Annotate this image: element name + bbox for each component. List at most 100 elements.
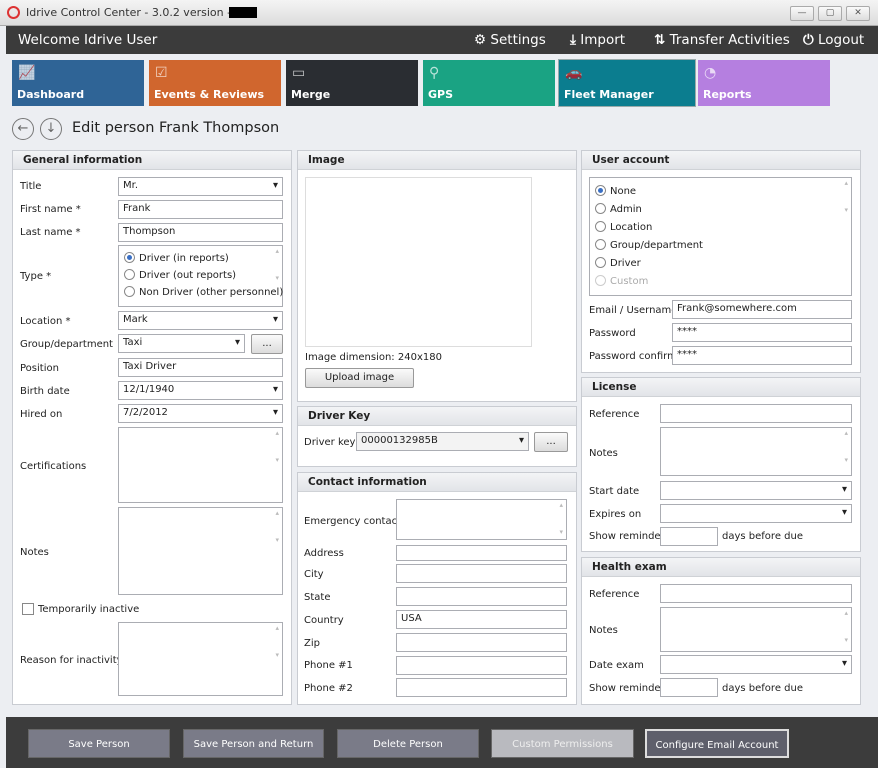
account-radio-admin[interactable]: Admin [595,203,642,215]
tile-label: Fleet Manager [564,88,654,101]
panel-heading: General information [13,151,291,170]
panel-heading: Contact information [298,473,576,492]
email-label: Email / Username [589,305,678,316]
app-logo-icon [7,6,20,19]
health-reference-label: Reference [589,589,640,600]
maximize-button[interactable]: ▢ [818,6,842,21]
minimize-button[interactable]: — [790,6,814,21]
title-select[interactable]: Mr. [118,177,283,196]
tile-label: GPS [428,88,454,101]
address-input[interactable] [396,545,567,561]
country-input[interactable]: USA [396,610,567,629]
clipboard-icon: ☑ [155,65,168,81]
certifications-textarea[interactable] [118,427,283,503]
configure-email-button[interactable]: Configure Email Account [645,729,789,758]
license-reference-label: Reference [589,409,640,420]
start-date-picker[interactable] [660,481,852,500]
position-input[interactable]: Taxi Driver [118,358,283,377]
upload-image-button[interactable]: Upload image [305,368,414,388]
phone1-input[interactable] [396,656,567,675]
hired-on-picker[interactable]: 7/2/2012 [118,404,283,423]
tile-label: Dashboard [17,88,85,101]
city-input[interactable] [396,564,567,583]
tile-fleet-manager[interactable]: 🚗 Fleet Manager [558,59,696,107]
image-dimension: Image dimension: 240x180 [305,352,442,363]
gear-icon: ⚙ [474,32,487,48]
temporarily-inactive-checkbox[interactable] [22,603,34,615]
phone1-label: Phone #1 [304,660,353,671]
location-select[interactable]: Mark [118,311,283,330]
state-input[interactable] [396,587,567,606]
first-name-input[interactable]: Frank [118,200,283,219]
account-radio-custom: Custom [595,275,648,287]
notes-textarea[interactable] [118,507,283,595]
date-exam-picker[interactable] [660,655,852,674]
account-radio-none[interactable]: None [595,185,636,197]
account-radio-driver[interactable]: Driver [595,257,641,269]
transfer-activities-button[interactable]: ⇅ Transfer Activities [654,32,790,48]
redacted-version [229,7,257,18]
state-label: State [304,592,331,603]
location-label: Location * [20,316,71,327]
settings-button[interactable]: ⚙ Settings [474,32,546,48]
last-name-input[interactable]: Thompson [118,223,283,242]
license-reminder-input[interactable] [660,527,718,546]
health-notes-textarea[interactable] [660,607,852,652]
tile-merge[interactable]: ▭ Merge [286,60,418,106]
account-radio-group[interactable]: Group/department [595,239,703,251]
tile-reports[interactable]: ◔ Reports [698,60,830,106]
certifications-label: Certifications [20,461,87,472]
tile-events-reviews[interactable]: ☑ Events & Reviews [149,60,281,106]
health-reference-input[interactable] [660,584,852,603]
driver-key-label: Driver key [304,437,356,448]
driver-key-panel: Driver Key [297,406,577,467]
emergency-contact-textarea[interactable] [396,499,567,540]
driver-key-browse-button[interactable]: ... [534,432,568,452]
down-arrow-icon[interactable]: ↓ [40,118,62,140]
password-input[interactable]: **** [672,323,852,342]
birth-date-picker[interactable]: 12/1/1940 [118,381,283,400]
license-reference-input[interactable] [660,404,852,423]
tile-gps[interactable]: ⚲ GPS [423,60,555,106]
save-person-button[interactable]: Save Person [28,729,170,758]
zip-input[interactable] [396,633,567,652]
download-icon: ⤓ [570,32,576,48]
logout-button[interactable]: ⏻ Logout [803,32,864,48]
country-label: Country [304,615,344,626]
save-and-return-button[interactable]: Save Person and Return [183,729,324,758]
merge-icon: ▭ [292,65,306,81]
logout-label: Logout [817,32,865,48]
reason-label: Reason for inactivity [20,655,123,666]
close-button[interactable]: ✕ [846,6,870,21]
transfer-label: Transfer Activities [669,32,790,48]
type-radio-non-driver[interactable]: Non Driver (other personnel) [124,286,283,298]
tile-dashboard[interactable]: 📈 Dashboard [12,60,144,106]
import-button[interactable]: ⤓ Import [570,32,625,48]
reason-textarea[interactable] [118,622,283,696]
back-arrow-icon[interactable]: ← [12,118,34,140]
license-notes-textarea[interactable] [660,427,852,476]
group-browse-button[interactable]: ... [251,334,283,354]
panel-heading: Driver Key [298,407,576,426]
address-label: Address [304,548,344,559]
type-radio-driver-in[interactable]: Driver (in reports) [124,252,229,264]
account-type-radio-group [589,177,852,296]
notes-label: Notes [20,547,49,558]
expires-on-picker[interactable] [660,504,852,523]
page-title: Edit person Frank Thompson [72,120,280,136]
city-label: City [304,569,324,580]
password-confirm-input[interactable]: **** [672,346,852,365]
pie-chart-icon: ◔ [704,65,717,81]
email-input[interactable]: Frank@somewhere.com [672,300,852,319]
license-reminder-label: Show reminder [589,531,665,542]
license-notes-label: Notes [589,448,618,459]
welcome-text: Welcome Idrive User [18,32,158,48]
birth-date-label: Birth date [20,386,70,397]
group-select[interactable]: Taxi [118,334,245,353]
health-reminder-input[interactable] [660,678,718,697]
phone2-input[interactable] [396,678,567,697]
delete-person-button[interactable]: Delete Person [337,729,479,758]
account-radio-location[interactable]: Location [595,221,652,233]
type-radio-driver-out[interactable]: Driver (out reports) [124,269,236,281]
driver-key-select[interactable]: 00000132985B [356,432,529,451]
